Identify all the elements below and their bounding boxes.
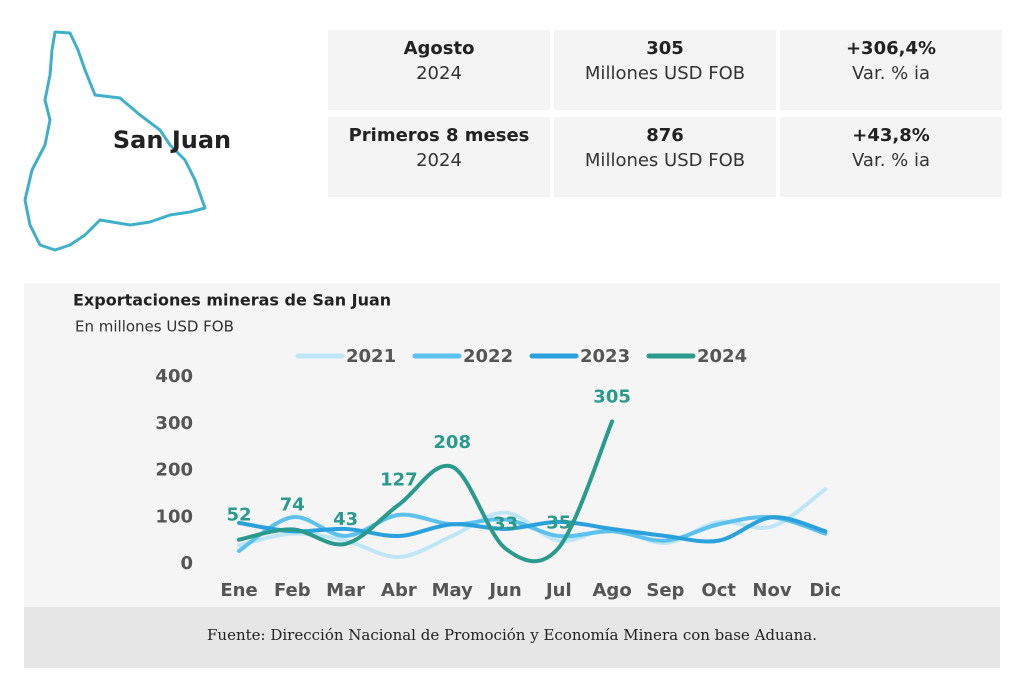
- y-tick-label: 100: [155, 506, 193, 527]
- x-tick-label: Sep: [646, 580, 684, 601]
- stat-cell: [328, 117, 550, 197]
- stat-sub: Var. % ia: [852, 63, 930, 84]
- y-tick-label: 0: [180, 553, 193, 574]
- y-tick-label: 300: [155, 413, 193, 434]
- data-label: 127: [380, 470, 418, 491]
- data-label: 35: [546, 513, 571, 534]
- stat-cell: [780, 30, 1002, 110]
- stat-sub: Millones USD FOB: [585, 63, 745, 84]
- legend-label: 2023: [580, 346, 630, 367]
- x-tick-label: Dic: [809, 580, 841, 601]
- legend-label: 2021: [346, 346, 396, 367]
- stat-label: 876: [646, 125, 684, 146]
- x-tick-label: Ene: [220, 580, 257, 601]
- x-tick-label: Abr: [381, 580, 417, 601]
- stat-label: Agosto: [404, 38, 475, 59]
- stat-cell: [780, 117, 1002, 197]
- stat-label: +43,8%: [852, 125, 930, 146]
- stat-cell: [554, 117, 776, 197]
- stat-sub: 2024: [416, 63, 462, 84]
- stat-label: +306,4%: [846, 38, 936, 59]
- x-tick-label: Jul: [544, 580, 572, 601]
- data-label: 74: [280, 494, 305, 515]
- y-tick-label: 200: [155, 460, 193, 481]
- stat-cell: [328, 30, 550, 110]
- data-label: 208: [433, 432, 471, 453]
- chart-title: Exportaciones mineras de San Juan: [73, 291, 391, 310]
- series-line: [237, 515, 828, 544]
- data-label: 52: [226, 505, 251, 526]
- stat-label: Primeros 8 meses: [349, 125, 530, 146]
- stat-cell: [554, 30, 776, 110]
- x-tick-label: Mar: [326, 580, 365, 601]
- stat-label: 305: [646, 38, 684, 59]
- stat-sub: Var. % ia: [852, 150, 930, 171]
- source: Fuente: Dirección Nacional de Promoción …: [207, 626, 817, 644]
- x-tick-label: Feb: [274, 580, 311, 601]
- chart-subtitle: En millones USD FOB: [75, 318, 234, 336]
- data-label: 305: [593, 386, 631, 407]
- x-tick-label: Jun: [487, 580, 521, 601]
- data-label: 33: [493, 514, 518, 535]
- stat-sub: 2024: [416, 150, 462, 171]
- y-tick-label: 400: [155, 366, 193, 387]
- series-line: [237, 419, 615, 564]
- map-outline: [23, 30, 207, 252]
- x-tick-label: May: [432, 580, 474, 601]
- x-tick-label: Oct: [701, 580, 736, 601]
- x-tick-label: Nov: [752, 580, 791, 601]
- data-label: 43: [333, 509, 358, 530]
- source-panel: [24, 607, 1000, 668]
- stat-sub: Millones USD FOB: [585, 150, 745, 171]
- x-tick-label: Ago: [593, 580, 632, 601]
- legend-label: 2024: [697, 346, 747, 367]
- region-name: San Juan: [113, 126, 231, 154]
- legend-label: 2022: [463, 346, 513, 367]
